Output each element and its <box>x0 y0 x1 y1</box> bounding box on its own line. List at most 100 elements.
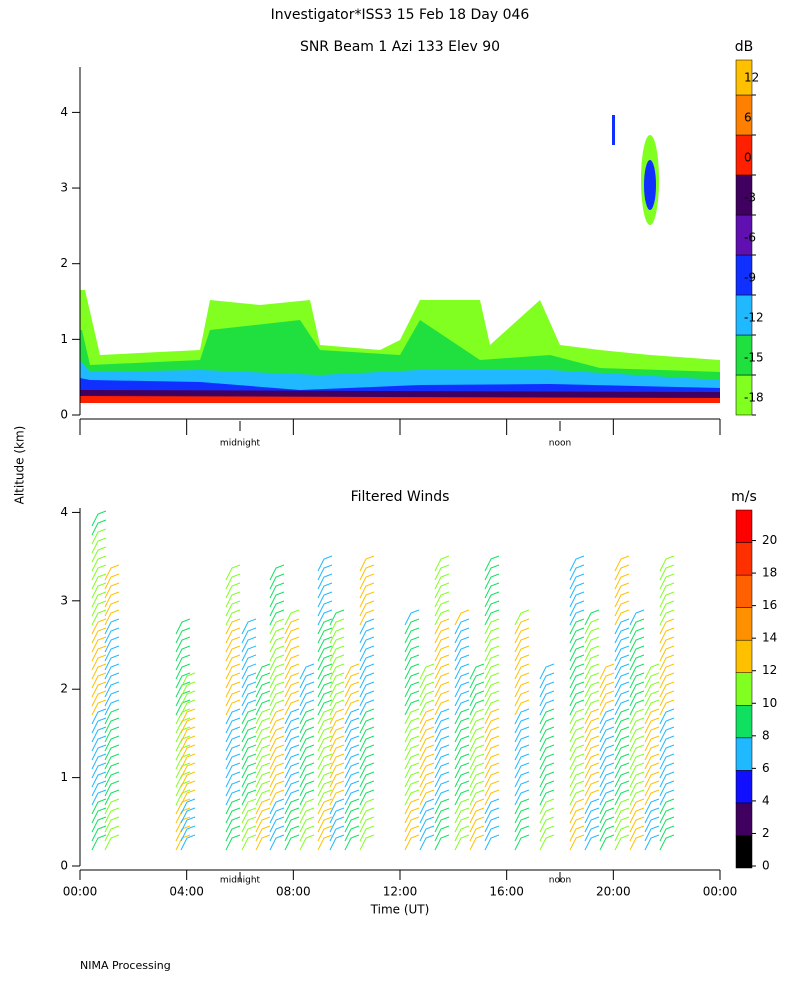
barb <box>359 780 375 797</box>
barb <box>659 726 675 743</box>
barb <box>599 771 615 788</box>
barb <box>299 834 315 851</box>
barb <box>284 609 300 626</box>
barb <box>659 816 675 833</box>
barb <box>359 555 375 572</box>
barb <box>454 771 470 788</box>
barb <box>629 672 645 689</box>
barb <box>180 834 196 851</box>
barb <box>104 663 120 680</box>
barb <box>180 699 196 716</box>
barb <box>404 726 420 743</box>
barb <box>317 564 333 581</box>
barb <box>91 609 107 626</box>
barb <box>329 816 345 833</box>
barb <box>359 654 375 671</box>
barb <box>104 564 120 581</box>
barb <box>569 816 585 833</box>
barb <box>454 807 470 824</box>
barb <box>329 708 345 725</box>
barb <box>434 744 450 761</box>
barb <box>299 690 315 707</box>
barb <box>434 699 450 716</box>
barb <box>317 834 333 851</box>
barb <box>599 708 615 725</box>
barb <box>91 708 107 725</box>
barb <box>269 699 285 716</box>
barb <box>469 825 485 842</box>
barb <box>225 672 241 689</box>
barb <box>454 636 470 653</box>
colorbar-segment <box>735 770 753 804</box>
barb <box>299 663 315 680</box>
barb <box>569 654 585 671</box>
barb <box>629 636 645 653</box>
barb <box>284 618 300 635</box>
barb <box>659 789 675 806</box>
barb <box>91 789 107 806</box>
barb <box>659 762 675 779</box>
barb <box>255 789 271 806</box>
barb <box>569 672 585 689</box>
barb <box>269 663 285 680</box>
barb <box>241 681 257 698</box>
colorbar-segment <box>735 542 753 576</box>
barb <box>569 609 585 626</box>
barb <box>404 735 420 752</box>
barb <box>344 816 360 833</box>
barb <box>241 726 257 743</box>
barb <box>614 609 630 626</box>
snr-image <box>80 115 720 403</box>
barb <box>269 789 285 806</box>
barb <box>599 663 615 680</box>
barb <box>329 807 345 824</box>
barb <box>225 807 241 824</box>
barb <box>104 771 120 788</box>
barb <box>584 708 600 725</box>
barb <box>180 744 196 761</box>
colorbar-segment <box>735 802 753 836</box>
barb <box>284 708 300 725</box>
barb <box>344 771 360 788</box>
barb <box>225 708 241 725</box>
barb <box>584 654 600 671</box>
barb <box>91 591 107 608</box>
barb <box>629 627 645 644</box>
barb <box>569 726 585 743</box>
colorbar-segment <box>735 607 753 641</box>
barb <box>469 744 485 761</box>
barb <box>180 780 196 797</box>
colorbar-segment <box>735 737 753 771</box>
barb <box>91 618 107 635</box>
barb <box>180 753 196 770</box>
barb <box>225 735 241 752</box>
barb <box>284 789 300 806</box>
barb <box>629 825 645 842</box>
barb <box>614 807 630 824</box>
barb <box>514 627 530 644</box>
barb <box>359 645 375 662</box>
barb <box>419 807 435 824</box>
barb <box>599 825 615 842</box>
barb <box>359 618 375 635</box>
barb <box>569 798 585 815</box>
barb <box>91 834 107 851</box>
barb <box>484 771 500 788</box>
barb <box>469 762 485 779</box>
barb <box>269 708 285 725</box>
barb <box>584 798 600 815</box>
barb <box>225 663 241 680</box>
barb <box>584 717 600 734</box>
barb <box>329 618 345 635</box>
barb <box>514 636 530 653</box>
barb <box>359 735 375 752</box>
barb <box>329 636 345 653</box>
barb <box>484 618 500 635</box>
barb <box>104 618 120 635</box>
barb <box>269 618 285 635</box>
barb <box>539 816 555 833</box>
barb <box>514 609 530 626</box>
barb <box>299 825 315 842</box>
barb <box>344 834 360 851</box>
barb <box>629 663 645 680</box>
